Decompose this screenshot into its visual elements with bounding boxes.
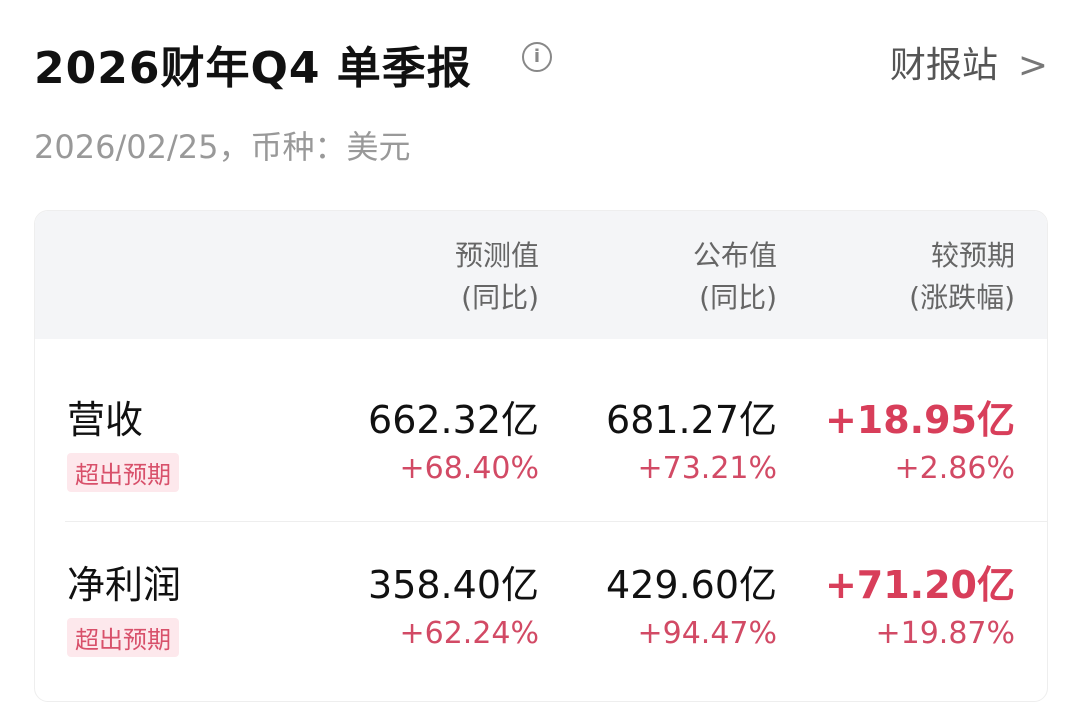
table-header: 预测值 (同比) 公布值 (同比) 较预期 (涨跌幅) (35, 211, 1047, 339)
earnings-table: 预测值 (同比) 公布值 (同比) 较预期 (涨跌幅) 营收 超出预期 662.32亿… (34, 210, 1048, 702)
actual-yoy: +73.21% (637, 451, 777, 486)
chevron-right-icon: > (1017, 45, 1048, 86)
earnings-station-link[interactable]: 财报站 > (890, 36, 1048, 88)
actual-value: 429.60亿 (606, 563, 777, 607)
diff-value: +71.20亿 (824, 563, 1015, 607)
diff-value: +18.95亿 (824, 398, 1015, 442)
col-label: 公布值 (692, 239, 777, 272)
estimate-yoy: +62.24% (399, 616, 539, 651)
page-title: 2026财年Q4 单季报 (34, 43, 472, 94)
col-sublabel: (涨跌幅) (909, 281, 1015, 314)
row-label: 营收 (67, 398, 144, 442)
actual-yoy: +94.47% (637, 616, 777, 651)
actual-value: 681.27亿 (606, 398, 777, 442)
link-label: 财报站 (889, 45, 998, 86)
table-row: 净利润 超出预期 358.40亿 +62.24% 429.60亿 +94.47% +… (65, 526, 1047, 686)
col-sublabel: (同比) (699, 281, 777, 314)
status-badge: 超出预期 (67, 618, 179, 657)
row-label: 净利润 (67, 563, 182, 607)
info-icon[interactable]: i (522, 42, 552, 72)
table-row: 营收 超出预期 662.32亿 +68.40% 681.27亿 +73.21% +1… (65, 361, 1047, 522)
diff-pct: +19.87% (875, 616, 1015, 651)
estimate-value: 662.32亿 (368, 398, 539, 442)
col-label: 较预期 (930, 239, 1015, 272)
estimate-value: 358.40亿 (368, 563, 539, 607)
estimate-yoy: +68.40% (399, 451, 539, 486)
col-sublabel: (同比) (461, 281, 539, 314)
status-badge: 超出预期 (67, 453, 179, 492)
col-label: 预测值 (454, 239, 539, 272)
diff-pct: +2.86% (894, 451, 1015, 486)
col-actual: 公布值 (同比) (693, 235, 777, 319)
col-diff: 较预期 (涨跌幅) (909, 235, 1015, 319)
col-estimate: 预测值 (同比) (455, 235, 539, 319)
subtitle: 2026/02/25，币种：美元 (34, 128, 411, 166)
